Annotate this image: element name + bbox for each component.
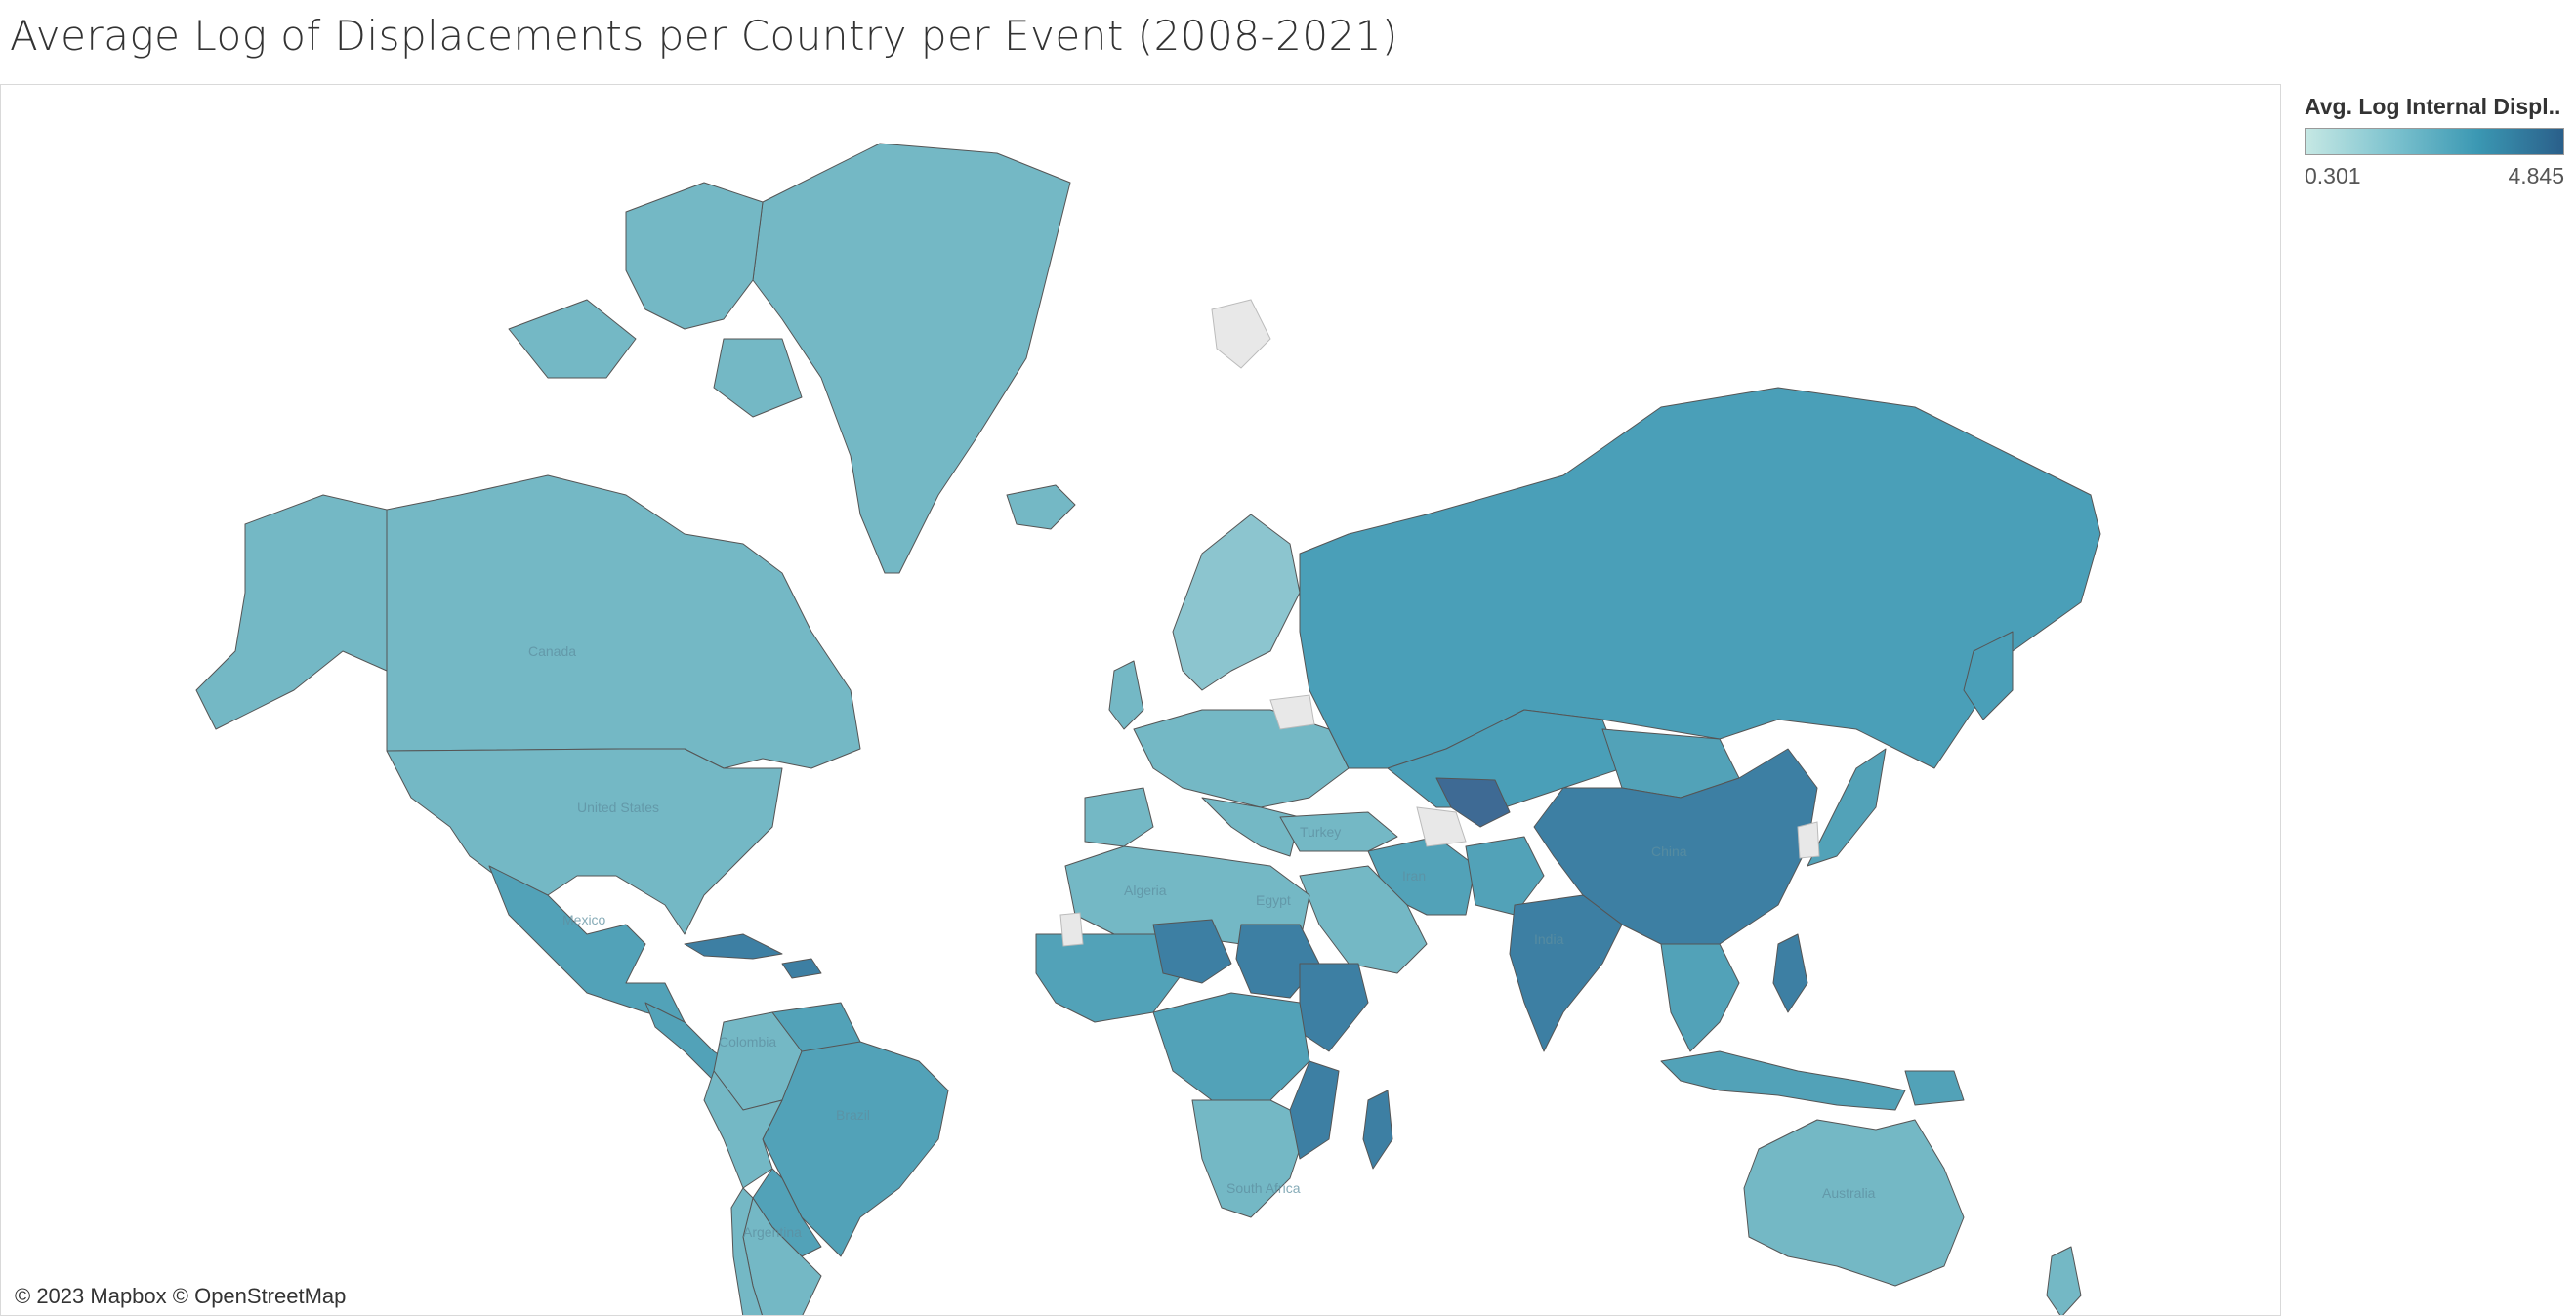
region-belarus-nodata (1269, 694, 1315, 730)
region-scandinavia[interactable] (1172, 514, 1301, 691)
region-usa[interactable] (386, 748, 783, 935)
label-india: India (1534, 931, 1564, 947)
label-iran: Iran (1402, 868, 1426, 884)
region-italy-balkans[interactable] (1201, 797, 1301, 857)
region-greenland[interactable] (752, 143, 1071, 574)
region-arabia[interactable] (1299, 865, 1428, 974)
region-china[interactable] (1533, 748, 1818, 945)
label-china: China (1651, 843, 1687, 859)
region-alaska[interactable] (195, 494, 388, 730)
world-map[interactable]: Canada United States Mexico Colombia Bra… (1, 85, 2281, 1316)
region-mexico[interactable] (488, 865, 686, 1023)
region-iberia[interactable] (1084, 787, 1154, 847)
label-turkey: Turkey (1300, 824, 1341, 840)
region-australia[interactable] (1743, 1119, 1965, 1287)
region-afghanistan-pakistan[interactable] (1465, 836, 1545, 916)
region-new-zealand[interactable] (2046, 1246, 2082, 1316)
region-philippines[interactable] (1772, 933, 1808, 1013)
region-indonesia[interactable] (1660, 1050, 1906, 1111)
region-mozambique[interactable] (1289, 1060, 1340, 1160)
label-canada: Canada (528, 643, 576, 659)
region-sudan[interactable] (1235, 924, 1320, 999)
label-argentina: Argentina (743, 1224, 802, 1240)
region-turkmenistan-nodata (1416, 806, 1467, 847)
map-attribution[interactable]: © 2023 Mapbox © OpenStreetMap (7, 1282, 354, 1311)
region-japan[interactable] (1807, 748, 1887, 867)
region-canadian-arctic[interactable] (508, 182, 803, 418)
region-russia[interactable] (1299, 387, 2101, 769)
chart-title: Average Log of Displacements per Country… (10, 12, 1398, 60)
map-view[interactable]: Canada United States Mexico Colombia Bra… (0, 84, 2281, 1316)
legend-title: Avg. Log Internal Displ.. (2305, 94, 2561, 119)
region-kamchatka[interactable] (1963, 631, 2014, 720)
label-mexico: Mexico (562, 912, 606, 927)
legend-min-label: 0.301 (2305, 163, 2361, 188)
region-central-africa[interactable] (1152, 992, 1310, 1101)
region-horn-africa[interactable] (1299, 963, 1369, 1052)
region-svalbard-nodata (1211, 299, 1271, 369)
region-cuba[interactable] (684, 933, 822, 979)
label-colombia: Colombia (719, 1034, 776, 1049)
legend-max-label: 4.845 (2508, 163, 2564, 188)
region-iceland[interactable] (1006, 484, 1076, 530)
label-egypt: Egypt (1256, 892, 1291, 908)
region-western-sahara-nodata (1059, 912, 1084, 947)
label-brazil: Brazil (836, 1107, 870, 1123)
region-canada[interactable] (386, 474, 861, 769)
legend-gradient-bar (2305, 128, 2564, 155)
legend-labels: 0.301 4.845 (2305, 163, 2564, 189)
region-europe[interactable] (1133, 709, 1350, 808)
region-southern-africa[interactable] (1191, 1099, 1310, 1218)
region-uzbekistan[interactable] (1435, 777, 1511, 828)
region-se-asia[interactable] (1660, 943, 1740, 1052)
region-india[interactable] (1509, 894, 1623, 1052)
label-australia: Australia (1822, 1185, 1876, 1201)
label-united-states: United States (577, 800, 659, 815)
region-chile[interactable] (730, 1187, 763, 1316)
label-algeria: Algeria (1124, 883, 1167, 898)
region-papua[interactable] (1904, 1070, 1965, 1106)
label-south-africa: South Africa (1226, 1180, 1301, 1196)
region-uk[interactable] (1108, 660, 1144, 730)
region-turkey[interactable] (1279, 811, 1398, 852)
region-niger-chad[interactable] (1152, 919, 1232, 984)
region-madagascar[interactable] (1362, 1090, 1393, 1170)
color-legend: Avg. Log Internal Displ.. 0.301 4.845 (2305, 94, 2568, 189)
region-north-korea-nodata (1797, 821, 1820, 859)
